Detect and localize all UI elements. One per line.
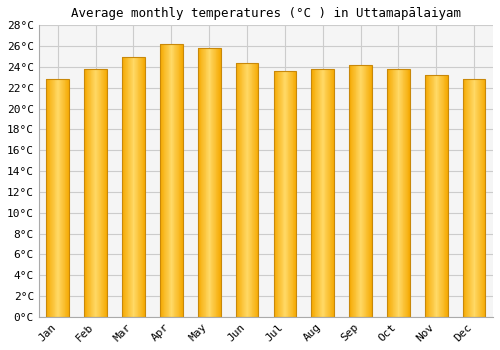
Bar (312, 69, 334, 317)
Bar (387, 69, 410, 317)
Title: Average monthly temperatures (°C ) in Uttamapālaiyam: Average monthly temperatures (°C ) in Ut… (71, 7, 461, 20)
Bar (84, 69, 107, 317)
Bar (349, 65, 372, 317)
Bar (198, 48, 220, 317)
Bar (160, 44, 182, 317)
Bar (425, 75, 448, 317)
Bar (46, 79, 69, 317)
Bar (274, 71, 296, 317)
Bar (122, 56, 145, 317)
Bar (236, 63, 258, 317)
Bar (463, 79, 485, 317)
